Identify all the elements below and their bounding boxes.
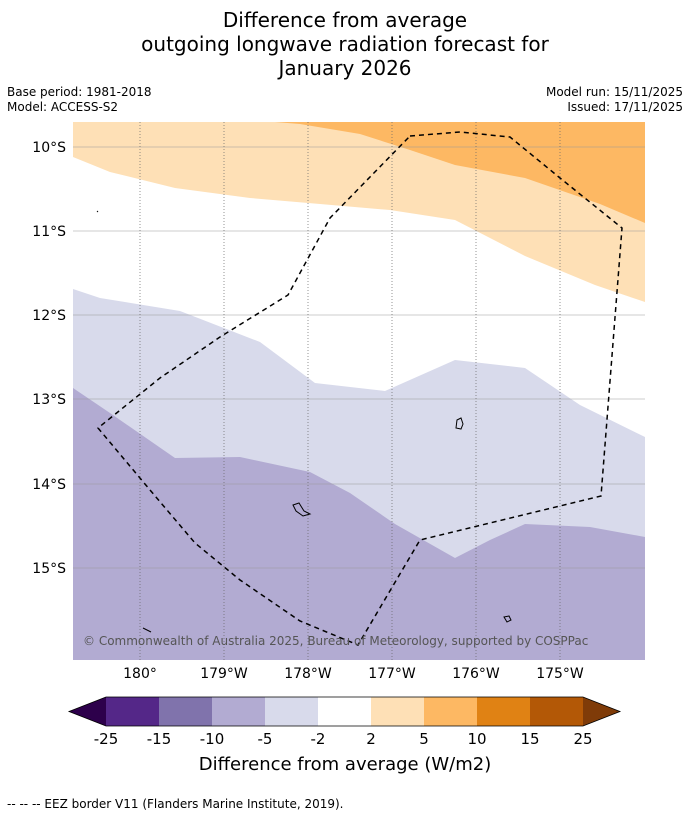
meta-left: Base period: 1981-2018 Model: ACCESS-S2	[7, 85, 152, 115]
model-run: Model run: 15/11/2025	[545, 85, 683, 99]
colorbar-tick: -5	[258, 730, 273, 748]
title-line-1: Difference from average	[222, 8, 468, 32]
island-outline	[142, 627, 152, 633]
model-name: Model: ACCESS-S2	[7, 100, 119, 114]
lat-label: 14°S	[32, 477, 66, 493]
colorbar-tick: 10	[467, 730, 486, 748]
islands	[96, 210, 512, 633]
chart-title: Difference from average outgoing longwav…	[0, 8, 690, 80]
colorbar-segment	[424, 697, 477, 726]
copyright-notice: © Commonwealth of Australia 2025, Bureau…	[83, 634, 588, 648]
title-line-2: outgoing longwave radiation forecast for	[141, 32, 549, 56]
colorbar-tick: -2	[311, 730, 326, 748]
colorbar-segment	[212, 697, 265, 726]
lat-label: 15°S	[32, 561, 66, 577]
lavender-region	[73, 388, 645, 660]
issued-date: Issued: 17/11/2025	[567, 100, 683, 114]
colorbar-tick: -10	[200, 730, 225, 748]
lat-label: 13°S	[32, 392, 66, 408]
lon-label: 176°W	[452, 666, 500, 682]
colorbar-segment	[530, 697, 583, 726]
colorbar: -25 -15 -10 -5 -2 2 5 10 15 25 Differenc…	[67, 696, 622, 775]
lon-label: 179°W	[200, 666, 248, 682]
lat-label: 12°S	[32, 308, 66, 324]
colorbar-tick: -25	[94, 730, 119, 748]
colorbar-tick: 2	[366, 730, 376, 748]
lat-label: 11°S	[32, 224, 66, 240]
colorbar-segment	[265, 697, 318, 726]
meta-right: Model run: 15/11/2025 Issued: 17/11/2025	[546, 85, 683, 115]
lon-labels: 180° 179°W 178°W 177°W 176°W 175°W	[123, 666, 584, 682]
island-outline	[292, 502, 312, 517]
colorbar-extension-low	[69, 697, 106, 726]
colorbar-tick: 5	[419, 730, 429, 748]
island-outline	[96, 210, 99, 213]
colorbar-segment	[159, 697, 212, 726]
graticule	[73, 122, 645, 660]
colorbar-segment	[318, 697, 371, 726]
map-area: © Commonwealth of Australia 2025, Bureau…	[73, 122, 645, 660]
title-line-3: January 2026	[278, 56, 412, 80]
eez-border	[96, 131, 623, 646]
colorbar-segment	[477, 697, 530, 726]
colorbar-tick: -15	[147, 730, 172, 748]
lon-label: 177°W	[368, 666, 416, 682]
colorbar-tick: 15	[520, 730, 539, 748]
colorbar-outline	[67, 696, 622, 727]
island-outline	[455, 417, 464, 430]
base-period: Base period: 1981-2018	[7, 85, 152, 99]
lat-labels: 10°S 11°S 12°S 13°S 14°S 15°S	[32, 140, 66, 577]
colorbar-extension-high	[583, 697, 620, 726]
lat-label: 10°S	[32, 140, 66, 156]
island-outline	[503, 615, 512, 623]
colorbar-tick: 25	[573, 730, 592, 748]
lon-label: 175°W	[536, 666, 584, 682]
lon-label: 180°	[123, 666, 157, 682]
colorbar-segment	[106, 697, 159, 726]
colorbar-segment	[371, 697, 424, 726]
lon-label: 178°W	[284, 666, 332, 682]
colorbar-label: Difference from average (W/m2)	[199, 754, 491, 775]
eez-footnote: -- -- -- EEZ border V11 (Flanders Marine…	[7, 797, 344, 811]
